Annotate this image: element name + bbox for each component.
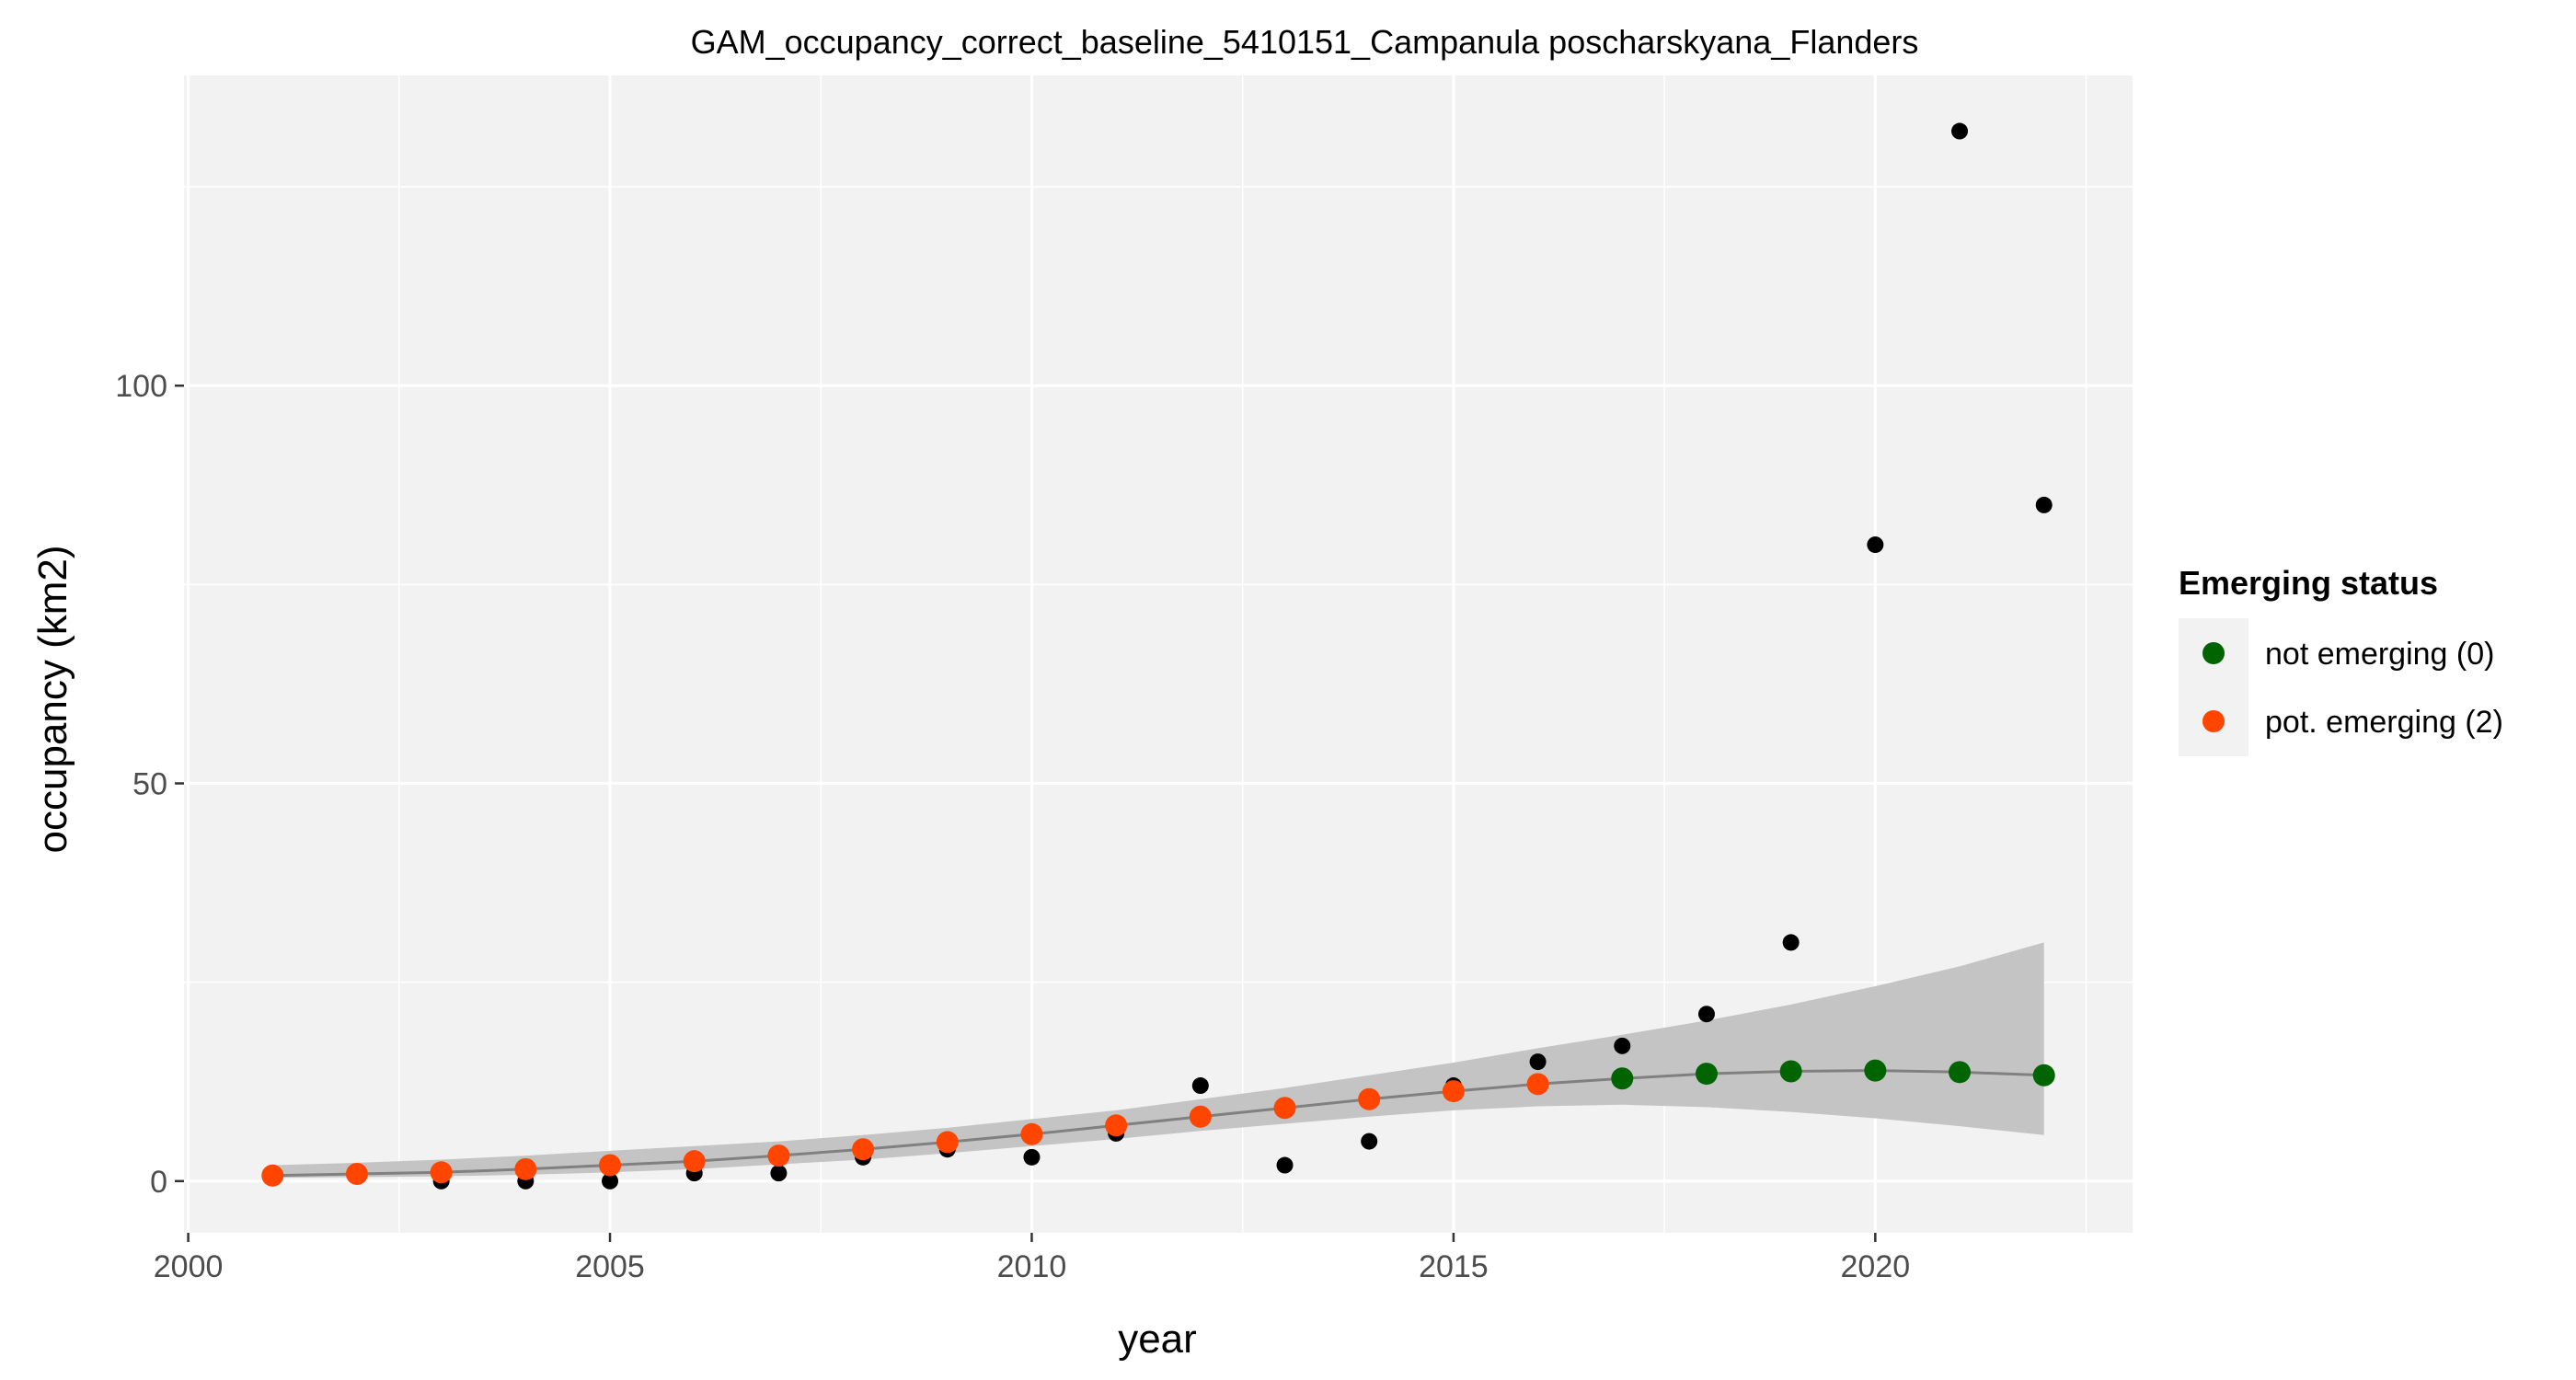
observed-point [1867, 536, 1884, 554]
fitted-point [1442, 1080, 1465, 1103]
x-axis: 2000 2005 2010 2015 2020 [154, 1233, 1910, 1284]
observed-point [1782, 934, 1800, 951]
x-tick-label: 2005 [575, 1249, 645, 1284]
fitted-point [1105, 1114, 1128, 1137]
observed-point [602, 1172, 619, 1190]
x-tick-label: 2000 [154, 1249, 224, 1284]
x-axis-title: year [1118, 1317, 1197, 1362]
x-tick-label: 2020 [1841, 1249, 1911, 1284]
fitted-point [514, 1157, 537, 1180]
observed-point [770, 1165, 788, 1182]
fitted-point [1864, 1059, 1887, 1082]
legend-label-pot-emerging: pot. emerging (2) [2265, 705, 2503, 740]
fitted-point [430, 1161, 453, 1184]
fitted-point [767, 1144, 790, 1167]
fitted-point [1189, 1105, 1212, 1128]
legend-key-background [2179, 618, 2248, 756]
observed-point [1361, 1133, 1378, 1150]
fitted-point [1526, 1073, 1549, 1096]
gam-fit-line [272, 1069, 2044, 1178]
y-axis-title: occupancy (km2) [30, 545, 75, 853]
fitted-point [2032, 1064, 2055, 1087]
fitted-point [1020, 1122, 1043, 1145]
observed-point [1614, 1037, 1631, 1054]
fitted-point [599, 1154, 622, 1177]
legend-key-pot-emerging [2202, 710, 2225, 732]
observed-point [1697, 1006, 1715, 1023]
fitted-point [1695, 1063, 1718, 1086]
fitted-point [345, 1163, 368, 1186]
confidence-band [272, 942, 2044, 1179]
observed-point [1191, 1077, 1209, 1095]
fitted-point [936, 1131, 959, 1154]
legend-key-not-emerging [2202, 642, 2225, 664]
fitted-point [1611, 1067, 1634, 1090]
fitted-point [683, 1150, 706, 1173]
major-gridlines [184, 75, 2133, 1233]
legend: Emerging status not emerging (0) pot. em… [2179, 564, 2503, 756]
y-tick-label: 50 [132, 766, 167, 801]
observed-point [1529, 1053, 1547, 1071]
fitted-point [852, 1138, 875, 1161]
fitted-point [1273, 1097, 1296, 1120]
observed-point [2035, 496, 2053, 513]
fitted-point [1358, 1087, 1381, 1110]
observed-point [1023, 1148, 1041, 1166]
fitted-point [1949, 1061, 1972, 1084]
y-axis: 0 50 100 [115, 369, 184, 1200]
chart-title: GAM_occupancy_correct_baseline_5410151_C… [691, 23, 1919, 61]
observed-point [1276, 1156, 1294, 1174]
y-tick-label: 100 [115, 369, 167, 404]
fitted-points [261, 1059, 2055, 1187]
legend-title: Emerging status [2179, 564, 2438, 602]
fitted-point [261, 1164, 284, 1187]
x-tick-label: 2015 [1419, 1249, 1489, 1284]
y-tick-label: 0 [150, 1165, 167, 1200]
x-tick-label: 2010 [997, 1249, 1067, 1284]
legend-label-not-emerging: not emerging (0) [2265, 637, 2494, 672]
fitted-point [1779, 1060, 1802, 1083]
observed-point [1951, 122, 1969, 140]
